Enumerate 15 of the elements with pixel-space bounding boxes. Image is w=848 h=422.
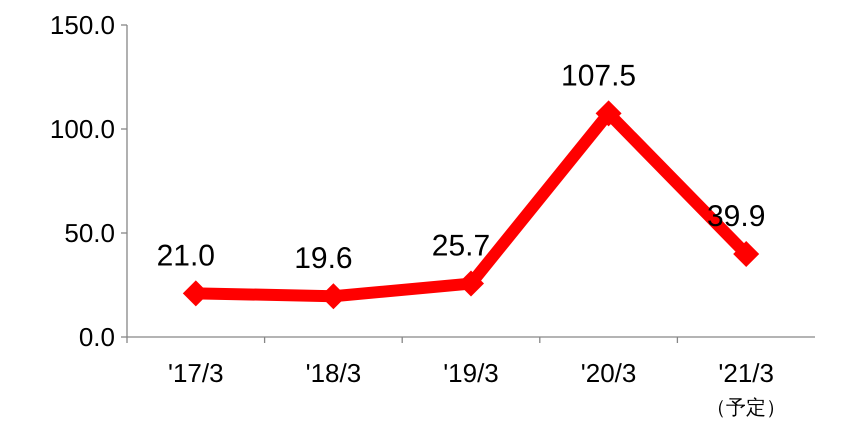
x-tick-label: '17/3	[168, 358, 224, 388]
x-tick-label: '21/3 （予定）	[706, 358, 786, 419]
y-tick-label: 0.0	[78, 322, 115, 352]
text: 21.0	[156, 239, 215, 272]
y-tick-label: 50.0	[64, 218, 115, 248]
point	[733, 241, 760, 268]
x-tick-label: '18/3	[306, 358, 362, 388]
text: 107.5	[561, 59, 636, 92]
y-tick-label: 150.0	[50, 10, 115, 40]
text: 19.6	[294, 242, 353, 276]
x-tick-label: '19/3	[443, 358, 499, 388]
x-tick-label: '20/3	[580, 358, 636, 388]
point	[596, 100, 622, 126]
text: 25.7	[432, 230, 490, 263]
y-tick-label: 100.0	[50, 114, 115, 144]
